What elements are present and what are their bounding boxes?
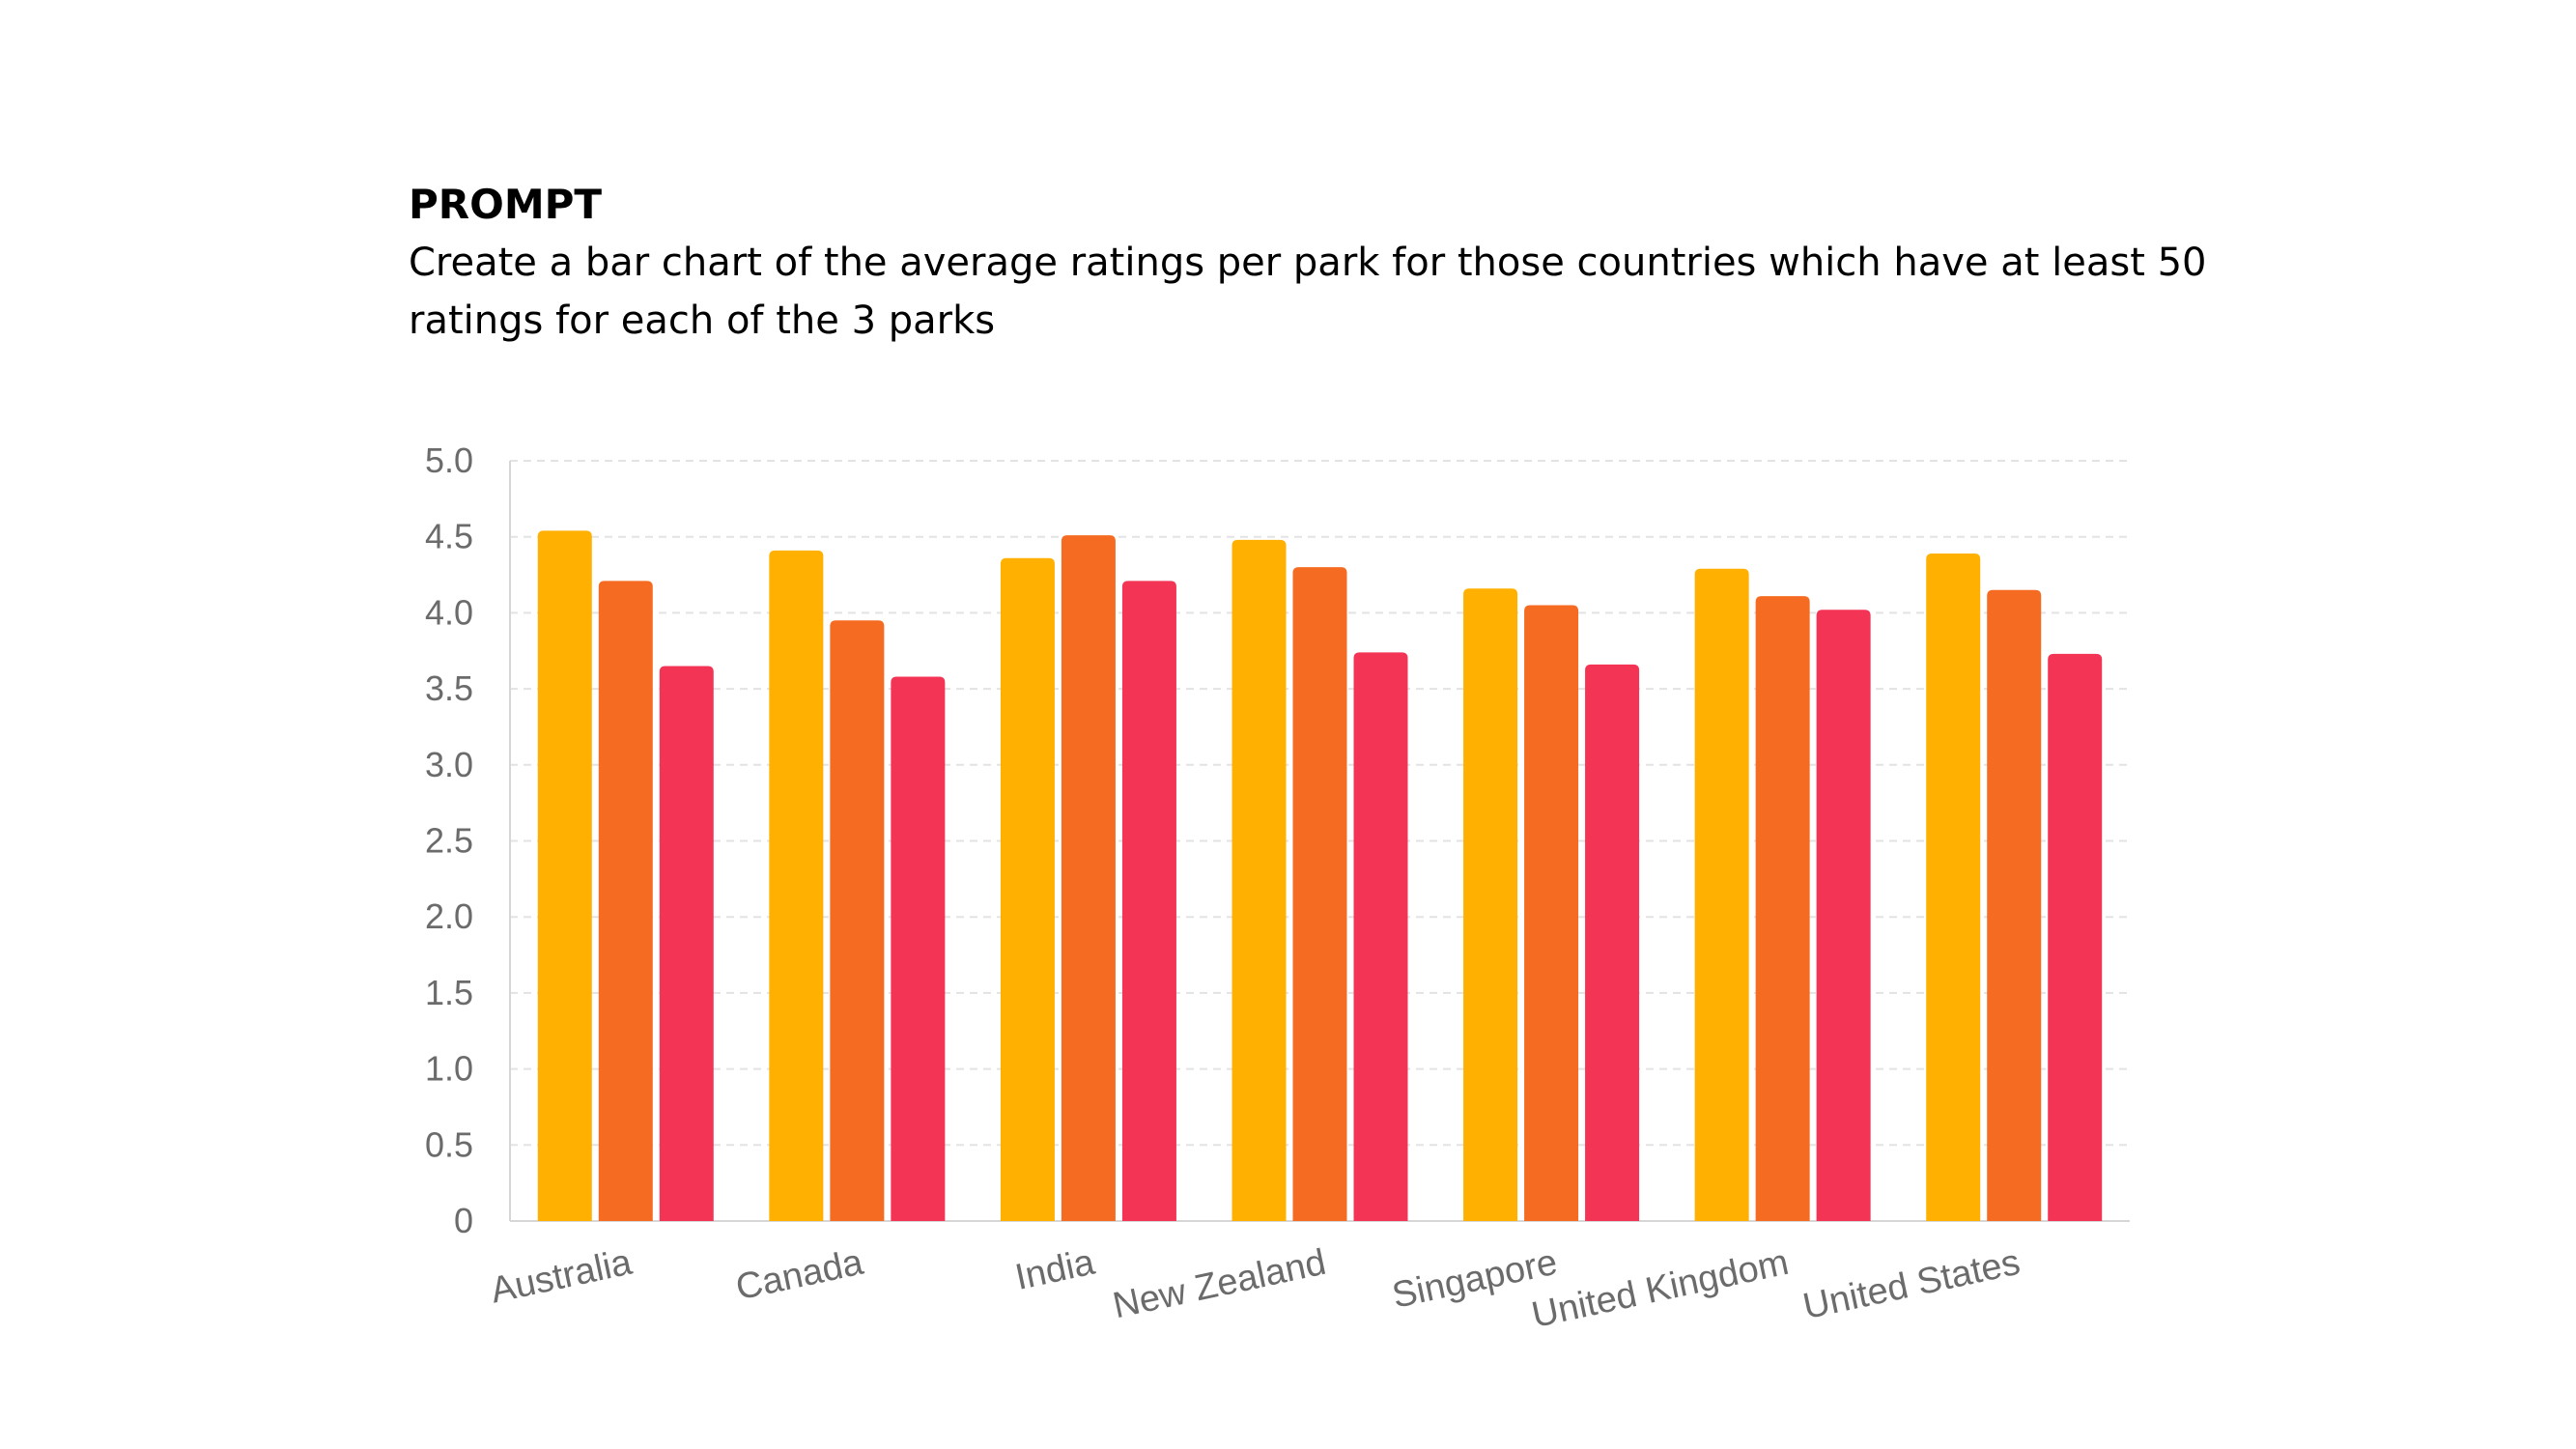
x-tick-label: United States bbox=[1799, 1242, 2024, 1328]
bar-new-zealand-park-1 bbox=[1231, 539, 1287, 1221]
bar-singapore-park-1 bbox=[1463, 588, 1518, 1221]
bar-united-states-park-1 bbox=[1926, 554, 1981, 1221]
bar-canada-park-1 bbox=[769, 550, 824, 1221]
bar-india-park-1 bbox=[1000, 557, 1055, 1221]
bar-india-park-2 bbox=[1061, 535, 1116, 1221]
prompt-text: Create a bar chart of the average rating… bbox=[409, 241, 2207, 343]
bar-singapore-park-3 bbox=[1585, 664, 1640, 1221]
bar-canada-park-2 bbox=[830, 620, 885, 1221]
y-tick-labels: 0 0.5 1.0 1.5 2.0 2.5 3.0 3.5 4.0 4.5 5.0 bbox=[425, 440, 473, 1240]
bar-india-park-3 bbox=[1121, 581, 1176, 1221]
bar-united-states-park-3 bbox=[2048, 653, 2103, 1221]
bars bbox=[537, 530, 2103, 1221]
y-tick-label: 4.5 bbox=[425, 517, 473, 556]
x-tick-label: United Kingdom bbox=[1528, 1242, 1792, 1336]
y-tick-label: 0 bbox=[454, 1201, 473, 1240]
x-tick-label: Canada bbox=[732, 1242, 867, 1309]
bar-united-states-park-2 bbox=[1987, 589, 2042, 1221]
bar-singapore-park-2 bbox=[1524, 605, 1579, 1221]
bar-united-kingdom-park-3 bbox=[1816, 610, 1871, 1221]
bar-australia-park-2 bbox=[598, 581, 653, 1221]
bar-new-zealand-park-2 bbox=[1292, 567, 1347, 1221]
bar-united-kingdom-park-1 bbox=[1694, 568, 1749, 1221]
prompt-heading: PROMPT bbox=[409, 181, 603, 228]
bar-united-kingdom-park-2 bbox=[1755, 596, 1810, 1221]
x-tick-label: India bbox=[1011, 1242, 1098, 1298]
y-tick-label: 3.0 bbox=[425, 745, 473, 784]
x-tick-label: New Zealand bbox=[1110, 1242, 1330, 1327]
bar-australia-park-3 bbox=[659, 666, 714, 1221]
y-tick-label: 1.0 bbox=[425, 1049, 473, 1089]
y-tick-label: 1.5 bbox=[425, 973, 473, 1012]
y-tick-label: 5.0 bbox=[425, 440, 473, 480]
x-tick-labels: Australia Canada India New Zealand Singapore… bbox=[487, 1242, 2024, 1336]
y-tick-label: 2.0 bbox=[425, 896, 473, 936]
y-tick-label: 2.5 bbox=[425, 821, 473, 861]
y-tick-label: 3.5 bbox=[425, 668, 473, 708]
bar-canada-park-3 bbox=[891, 676, 946, 1221]
bar-new-zealand-park-3 bbox=[1353, 652, 1408, 1221]
prompt-block: PROMPT Create a bar chart of the average… bbox=[409, 176, 2302, 350]
y-tick-label: 0.5 bbox=[425, 1124, 473, 1164]
x-tick-label: Australia bbox=[487, 1242, 636, 1312]
bar-australia-park-1 bbox=[537, 530, 592, 1221]
y-tick-label: 4.0 bbox=[425, 592, 473, 632]
